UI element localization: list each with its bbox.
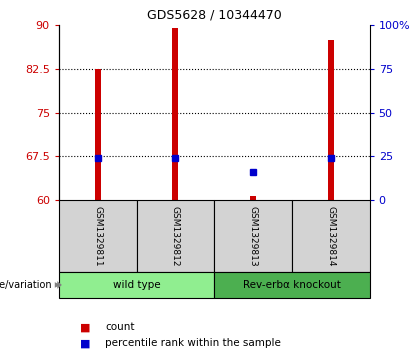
Text: Rev-erbα knockout: Rev-erbα knockout	[243, 280, 341, 290]
Text: genotype/variation: genotype/variation	[0, 280, 52, 290]
Bar	[59, 272, 214, 298]
Text: GSM1329813: GSM1329813	[249, 205, 257, 266]
Bar	[214, 200, 292, 272]
Bar	[250, 196, 256, 200]
Text: ■: ■	[80, 338, 90, 348]
Text: percentile rank within the sample: percentile rank within the sample	[105, 338, 281, 348]
Bar	[136, 200, 214, 272]
Text: GSM1329814: GSM1329814	[326, 206, 335, 266]
Bar	[328, 40, 334, 200]
Text: GSM1329812: GSM1329812	[171, 206, 180, 266]
Text: wild type: wild type	[113, 280, 160, 290]
Text: GSM1329811: GSM1329811	[93, 205, 102, 266]
Polygon shape	[57, 281, 62, 289]
Title: GDS5628 / 10344470: GDS5628 / 10344470	[147, 8, 281, 21]
Bar	[59, 200, 136, 272]
Bar	[292, 200, 370, 272]
Bar	[94, 69, 101, 200]
Text: count: count	[105, 322, 134, 332]
Text: ■: ■	[80, 322, 90, 332]
Bar	[214, 272, 370, 298]
Bar	[172, 28, 178, 200]
